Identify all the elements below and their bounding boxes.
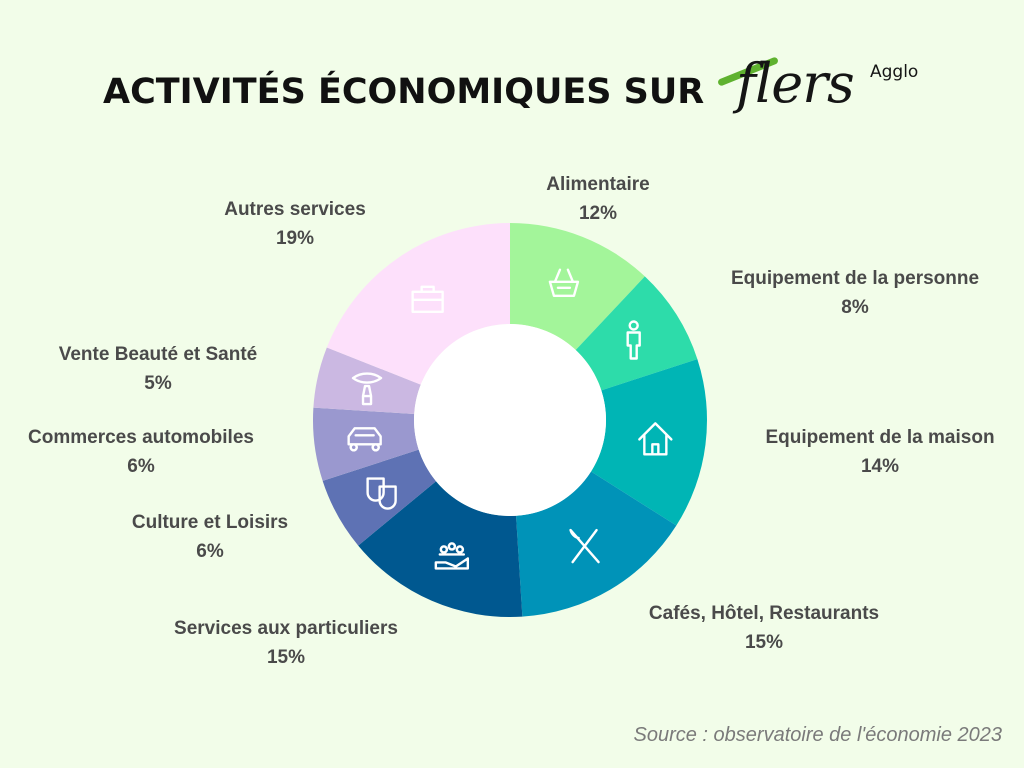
label-cafes-hotel-restaurants: Cafés, Hôtel, Restaurants 15% bbox=[649, 599, 879, 657]
category-label: Cafés, Hôtel, Restaurants bbox=[648, 603, 880, 624]
flers-agglo-logo: flers Agglo bbox=[716, 50, 946, 130]
lipstick-icon bbox=[351, 372, 383, 406]
value-label: 14% bbox=[860, 456, 900, 477]
logo-word: flers bbox=[736, 52, 855, 115]
category-label: Services aux particuliers bbox=[174, 618, 398, 639]
briefcase-icon bbox=[411, 285, 444, 314]
category-label: Alimentaire bbox=[546, 174, 650, 195]
value-label: 8% bbox=[841, 297, 869, 318]
label-services-particuliers: Services aux particuliers 15% bbox=[174, 614, 398, 672]
source-note: Source : observatoire de l'économie 2023 bbox=[633, 724, 1003, 746]
category-label: Culture et Loisirs bbox=[131, 512, 289, 533]
donut-slice bbox=[326, 223, 510, 385]
label-equipement-personne: Equipement de la personne 8% bbox=[731, 264, 979, 322]
donut-slice bbox=[313, 347, 421, 414]
label-culture-loisirs: Culture et Loisirs 6% bbox=[132, 508, 288, 566]
value-label: 15% bbox=[744, 632, 784, 653]
car-icon bbox=[347, 427, 382, 452]
value-label: 5% bbox=[144, 373, 172, 394]
value-label: 19% bbox=[275, 228, 315, 249]
donut-slice bbox=[591, 359, 707, 526]
donut-hole bbox=[414, 324, 606, 516]
category-label: Equipement de la maison bbox=[765, 427, 995, 448]
donut-slice bbox=[516, 471, 677, 617]
person-icon bbox=[626, 320, 641, 360]
category-label: Vente Beauté et Santé bbox=[58, 344, 258, 365]
label-commerces-automobiles: Commerces automobiles 6% bbox=[28, 423, 254, 481]
logo-suffix: Agglo bbox=[870, 62, 919, 82]
cutlery-icon bbox=[569, 528, 600, 564]
value-label: 6% bbox=[196, 541, 224, 562]
category-label: Equipement de la personne bbox=[730, 268, 980, 289]
theater-masks-icon bbox=[366, 477, 397, 510]
label-vente-beaute-sante: Vente Beauté et Santé 5% bbox=[59, 340, 258, 398]
page-title: ACTIVITÉS ÉCONOMIQUES SUR bbox=[103, 72, 705, 112]
people-hand-icon bbox=[434, 542, 470, 570]
label-alimentaire: Alimentaire 12% bbox=[546, 170, 649, 228]
category-label: Commerces automobiles bbox=[28, 427, 254, 448]
basket-icon bbox=[548, 268, 580, 297]
label-equipement-maison: Equipement de la maison 14% bbox=[765, 423, 994, 481]
value-label: 12% bbox=[578, 203, 618, 224]
label-autres-services: Autres services 19% bbox=[224, 195, 366, 253]
value-label: 6% bbox=[127, 456, 155, 477]
house-icon bbox=[638, 422, 673, 456]
category-label: Autres services bbox=[224, 199, 366, 220]
value-label: 15% bbox=[266, 647, 306, 668]
